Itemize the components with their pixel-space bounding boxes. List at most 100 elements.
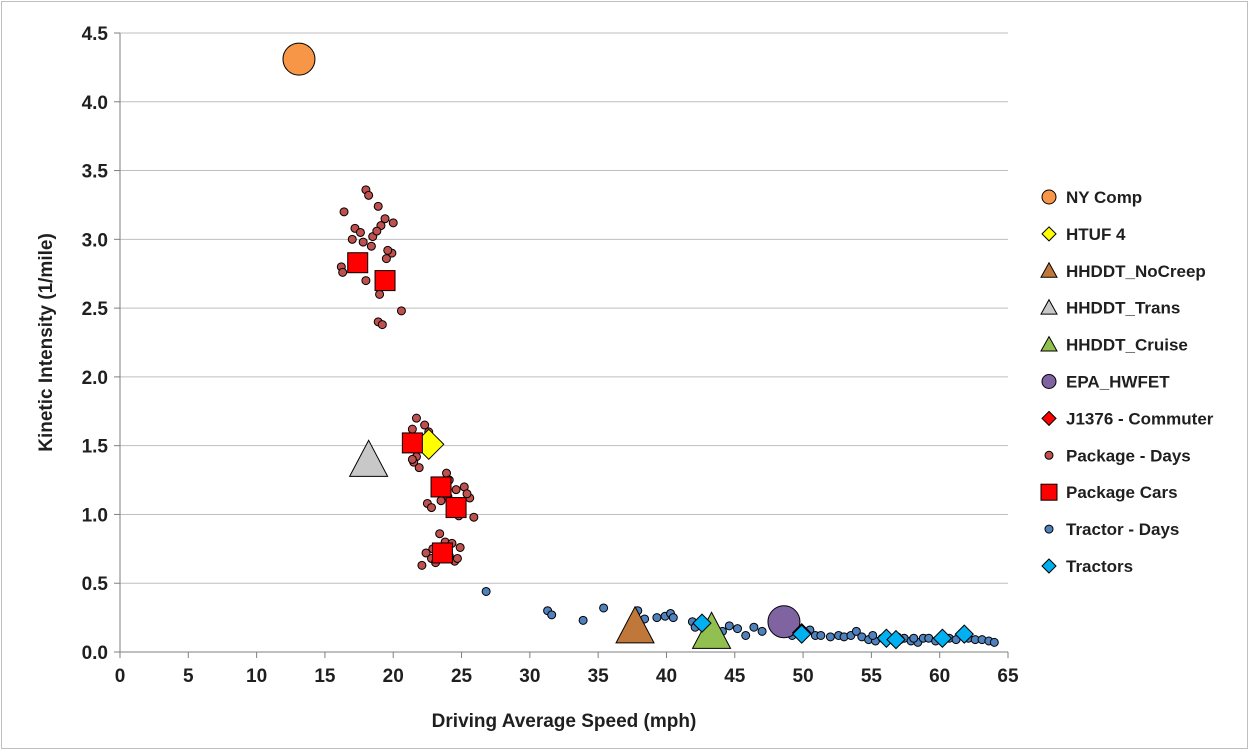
axes xyxy=(114,32,1009,658)
data-point xyxy=(373,201,383,211)
series-epa-hwfet xyxy=(767,605,801,639)
legend-entry: Package - Days xyxy=(1044,446,1191,465)
legend-label: Tractor - Days xyxy=(1066,520,1179,539)
data-point xyxy=(430,476,452,498)
data-point xyxy=(377,320,387,330)
series-tractors xyxy=(692,613,974,650)
legend-entry: HTUF 4 xyxy=(1041,225,1126,244)
legend-label: Package - Days xyxy=(1066,446,1191,465)
y-tick-label: 1.0 xyxy=(82,505,108,526)
x-tick-label: 5 xyxy=(183,666,194,687)
data-point xyxy=(469,512,479,522)
x-tick-label: 20 xyxy=(383,666,404,687)
data-point xyxy=(692,613,712,633)
data-point xyxy=(414,463,424,473)
x-tick-label: 45 xyxy=(724,666,746,687)
legend-label: HHDDT_NoCreep xyxy=(1066,262,1206,281)
legend-label: NY Comp xyxy=(1066,188,1142,207)
data-point xyxy=(338,267,348,277)
legend-marker xyxy=(1040,483,1058,501)
data-point xyxy=(652,613,662,623)
series-hhddt-trans xyxy=(348,439,389,477)
data-point xyxy=(733,624,743,634)
data-point xyxy=(420,420,430,430)
y-tick-label: 2.5 xyxy=(82,299,109,320)
data-point xyxy=(372,226,382,236)
data-point xyxy=(668,613,678,623)
data-point xyxy=(547,610,557,620)
legend-label: HHDDT_Cruise xyxy=(1066,336,1188,355)
data-point xyxy=(909,633,919,643)
legend-label: HTUF 4 xyxy=(1066,225,1126,244)
legend-entry: J1376 - Commuter xyxy=(1041,409,1214,428)
data-point xyxy=(366,241,376,251)
data-point xyxy=(868,630,878,640)
data-point xyxy=(388,218,398,228)
x-tick-label: 10 xyxy=(246,666,267,687)
legend-label: Tractors xyxy=(1066,557,1133,576)
data-points xyxy=(282,42,999,650)
x-tick-label: 55 xyxy=(861,666,883,687)
data-point xyxy=(816,630,826,640)
legend-entry: NY Comp xyxy=(1041,188,1142,207)
data-point xyxy=(435,529,445,539)
data-point xyxy=(749,622,759,632)
y-tick-label: 1.5 xyxy=(82,437,109,458)
series-tractor-days xyxy=(481,586,999,647)
data-point xyxy=(615,605,655,644)
legend-marker xyxy=(1041,189,1057,205)
data-point xyxy=(364,190,374,200)
legend: NY Comp HTUF 4 HHDDT_NoCreep HHDDT_Trans HHD… xyxy=(1040,188,1214,576)
legend-marker xyxy=(1044,450,1054,460)
x-tick-label: 0 xyxy=(115,666,126,687)
x-tick-label: 15 xyxy=(314,666,336,687)
legend-entry: HHDDT_NoCreep xyxy=(1040,261,1206,281)
legend-entry: Tractor - Days xyxy=(1044,520,1179,539)
data-point xyxy=(431,542,453,564)
data-point xyxy=(989,637,999,647)
legend-label: EPA_HWFET xyxy=(1066,373,1170,392)
y-tick-label: 2.0 xyxy=(82,368,108,389)
legend-marker xyxy=(1040,261,1058,278)
data-point xyxy=(355,227,365,237)
data-point xyxy=(932,628,953,648)
data-point xyxy=(347,234,357,244)
x-tick-label: 50 xyxy=(793,666,814,687)
data-point xyxy=(792,624,812,644)
data-point xyxy=(381,254,391,264)
data-point xyxy=(767,605,801,639)
x-tick-label: 60 xyxy=(929,666,950,687)
data-point xyxy=(578,615,588,625)
x-tick-labels: 0 5 10 15 20 25 30 35 40 45 50 55 60 65 xyxy=(115,666,1019,687)
data-point xyxy=(401,432,423,454)
data-point xyxy=(886,629,906,650)
y-axis-title: Kinetic Intensity (1/mile) xyxy=(36,233,57,452)
legend-marker xyxy=(1041,410,1057,427)
data-point xyxy=(361,276,371,286)
data-point xyxy=(445,497,467,519)
legend-label: J1376 - Commuter xyxy=(1066,409,1214,428)
data-point xyxy=(455,542,465,552)
series-ny-comp xyxy=(282,42,316,76)
legend-marker xyxy=(1041,558,1057,574)
data-point xyxy=(380,214,390,224)
data-point xyxy=(825,632,835,642)
x-axis-title: Driving Average Speed (mph) xyxy=(432,711,697,732)
legend-marker xyxy=(1044,524,1054,534)
x-tick-label: 40 xyxy=(656,666,677,687)
data-point xyxy=(462,489,472,499)
y-tick-label: 0.0 xyxy=(82,643,108,664)
data-point xyxy=(348,439,389,477)
legend-marker xyxy=(1040,335,1058,352)
data-point xyxy=(407,454,417,464)
data-point xyxy=(741,630,751,640)
data-point xyxy=(282,42,316,76)
y-tick-label: 3.0 xyxy=(82,230,108,251)
y-tick-labels: 0.0 0.5 1.0 1.5 2.0 2.5 3.0 3.5 4.0 4.5 xyxy=(82,24,109,664)
legend-entry: Tractors xyxy=(1041,557,1133,576)
legend-label: HHDDT_Trans xyxy=(1066,299,1180,318)
y-tick-label: 0.5 xyxy=(82,574,109,595)
data-point xyxy=(452,553,462,563)
